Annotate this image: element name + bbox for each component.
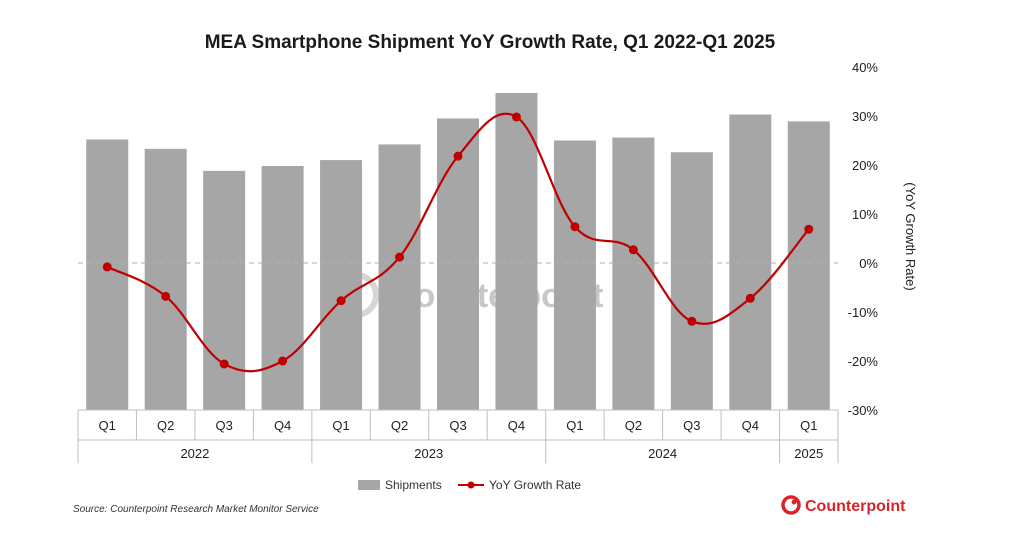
growth-point	[395, 252, 405, 262]
shipment-bar	[787, 121, 830, 410]
y2-tick-label: -30%	[848, 403, 879, 418]
category-label: Q1	[332, 418, 349, 433]
growth-point	[804, 224, 814, 234]
category-label: Q1	[800, 418, 817, 433]
growth-points	[102, 112, 814, 369]
growth-point	[278, 356, 288, 366]
growth-point	[570, 222, 580, 232]
y2-tick-labels: 40% 30% 20% 10% 0% -10% -20% -30%	[848, 60, 879, 418]
growth-point	[102, 262, 112, 272]
y2-tick-label: 10%	[852, 207, 878, 222]
growth-point	[219, 359, 229, 369]
category-label: Q4	[508, 418, 525, 433]
category-label: Q2	[157, 418, 174, 433]
legend-label-growth: YoY Growth Rate	[489, 478, 581, 492]
category-label: Q4	[274, 418, 291, 433]
shipment-bar	[670, 152, 713, 410]
legend: Shipments YoY Growth Rate	[358, 478, 581, 492]
y2-tick-label: -10%	[848, 305, 879, 320]
growth-point	[745, 293, 755, 303]
year-label: 2025	[794, 446, 823, 461]
y2-tick-label: 0%	[859, 256, 878, 271]
counterpoint-logo-icon	[781, 495, 801, 515]
year-label: 2023	[414, 446, 443, 461]
shipment-bar	[86, 139, 129, 410]
year-labels: 2022 2023 2024 2025	[180, 446, 823, 461]
growth-point	[336, 296, 346, 306]
brand-name: Counterpoint	[805, 498, 906, 515]
legend-swatch-shipments	[358, 480, 380, 490]
growth-point	[511, 112, 521, 122]
shipment-bar	[144, 148, 187, 410]
category-label: Q4	[742, 418, 759, 433]
y2-tick-label: 40%	[852, 60, 878, 75]
y2-tick-label: 30%	[852, 109, 878, 124]
y2-tick-label: 20%	[852, 158, 878, 173]
shipment-bar	[437, 118, 479, 410]
shipment-bar	[378, 144, 421, 411]
growth-point	[453, 151, 463, 161]
shipment-bar	[495, 92, 538, 410]
shipment-bar	[729, 114, 772, 410]
growth-point	[628, 245, 638, 255]
category-label: Q3	[449, 418, 466, 433]
category-label: Q1	[566, 418, 583, 433]
category-label: Q2	[625, 418, 642, 433]
shipment-bar	[203, 170, 246, 410]
chart-title: MEA Smartphone Shipment YoY Growth Rate,…	[205, 32, 776, 53]
year-label: 2022	[180, 446, 209, 461]
shipment-bar	[320, 160, 363, 410]
legend-swatch-growth-point	[467, 481, 475, 489]
brand-logo: Counterpoint	[781, 495, 906, 515]
shipment-bar	[261, 165, 304, 410]
source-note: Source: Counterpoint Research Market Mon…	[73, 504, 319, 515]
bars-layer	[86, 92, 830, 411]
y2-axis-label: (YoY Growth Rate)	[903, 182, 918, 290]
category-label: Q2	[391, 418, 408, 433]
counterpoint-logo-dot	[791, 499, 797, 505]
category-label: Q3	[683, 418, 700, 433]
category-axis	[77, 409, 839, 463]
legend-label-shipments: Shipments	[385, 478, 442, 492]
category-label: Q3	[215, 418, 232, 433]
year-label: 2024	[648, 446, 677, 461]
y2-tick-label: -20%	[848, 354, 879, 369]
growth-point	[687, 316, 697, 326]
shipment-bar	[612, 137, 655, 410]
shipment-bar	[553, 140, 596, 410]
growth-point	[161, 291, 171, 301]
category-labels: Q1 Q2 Q3 Q4 Q1 Q2 Q3 Q4 Q1 Q2 Q3 Q4 Q1	[99, 418, 818, 433]
category-label: Q1	[99, 418, 116, 433]
